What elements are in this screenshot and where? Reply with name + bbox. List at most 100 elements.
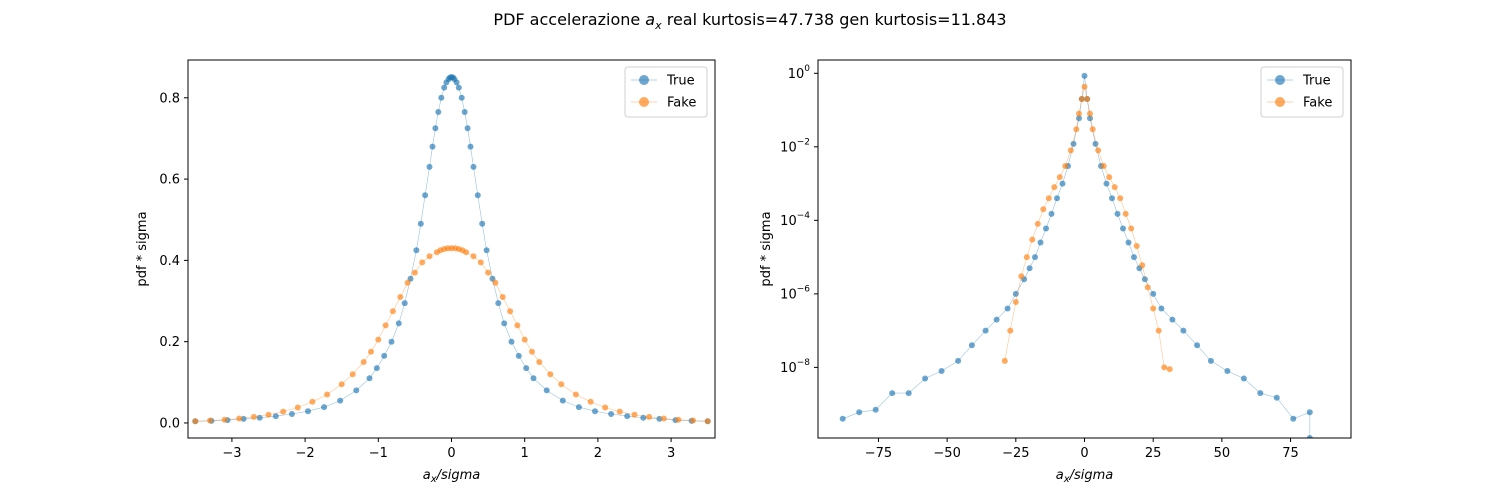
data-point-fake: [1166, 366, 1173, 373]
y-tick-label: 10−8: [780, 358, 810, 376]
data-point-true: [905, 390, 912, 397]
x-axis-label: ax/sigma: [1056, 468, 1114, 485]
y-tick-label: 10−2: [780, 137, 810, 155]
data-point-fake: [1081, 83, 1088, 90]
data-point-fake: [485, 269, 492, 276]
data-point-true: [474, 192, 481, 199]
y-tick-label: 0.4: [159, 254, 180, 269]
data-point-fake: [1073, 126, 1080, 133]
x-tick-label: 50: [1214, 446, 1231, 461]
data-point-fake: [646, 413, 653, 420]
data-point-fake: [1111, 184, 1118, 191]
legend-marker-true: [639, 75, 649, 85]
figure-title: PDF accelerazione ax real kurtosis=47.73…: [493, 10, 1006, 32]
data-point-fake: [1007, 327, 1014, 334]
data-point-true: [458, 94, 465, 101]
data-point-true: [575, 404, 582, 411]
series-line-fake: [1004, 86, 1170, 370]
data-point-fake: [1084, 96, 1091, 102]
data-point-true: [1076, 115, 1082, 122]
x-tick-label: −3: [222, 446, 241, 461]
data-point-fake: [1045, 195, 1052, 202]
data-point-true: [495, 300, 502, 307]
data-point-true: [413, 247, 420, 254]
x-tick-label: 25: [1145, 446, 1162, 461]
data-point-fake: [1095, 147, 1102, 154]
series-fake: [192, 245, 711, 425]
x-tick-label: 0: [1080, 446, 1088, 461]
legend-label-true: True: [666, 74, 695, 89]
figure-title-symbol: a: [645, 10, 655, 29]
data-point-true: [543, 387, 550, 394]
data-point-true: [1120, 225, 1126, 232]
data-point-true: [1114, 210, 1121, 217]
y-axis-label: pdf * sigma: [135, 211, 150, 286]
y-tick-exponent: −8: [797, 358, 811, 368]
data-point-true: [1169, 316, 1176, 323]
data-point-true: [922, 375, 929, 382]
data-point-true: [417, 220, 424, 227]
data-point-true: [624, 413, 631, 420]
data-point-true: [515, 352, 522, 359]
data-point-true: [1180, 327, 1187, 334]
data-point-fake: [338, 381, 345, 388]
y-tick-exponent: −4: [797, 211, 811, 221]
data-point-true: [337, 397, 344, 404]
data-point-fake: [1150, 305, 1157, 312]
data-point-fake: [704, 418, 711, 425]
data-point-fake: [236, 415, 243, 422]
data-point-true: [422, 192, 429, 199]
legend-marker-true: [1275, 75, 1285, 85]
data-point-true: [839, 415, 846, 422]
data-point-true: [1048, 210, 1055, 217]
data-point-true: [1125, 239, 1132, 246]
x-axis-label-symbol: a: [1056, 468, 1064, 483]
data-point-true: [1273, 394, 1280, 401]
data-point-fake: [360, 359, 367, 365]
figure-title-prefix: PDF accelerazione: [493, 10, 645, 29]
data-point-true: [856, 409, 863, 416]
x-tick-label: 1: [521, 446, 529, 461]
data-point-true: [401, 300, 408, 307]
data-point-fake: [419, 259, 426, 266]
data-point-true: [388, 338, 395, 345]
data-point-true: [640, 414, 647, 421]
data-point-true: [559, 397, 566, 404]
data-point-true: [872, 406, 879, 413]
data-point-fake: [382, 322, 389, 329]
data-point-fake: [536, 359, 543, 365]
data-point-fake: [324, 391, 331, 398]
data-point-fake: [1128, 225, 1135, 232]
data-point-true: [889, 390, 896, 397]
data-point-true: [530, 375, 537, 382]
data-point-fake: [616, 408, 623, 415]
figure-title-suffix: real kurtosis=47.738 gen kurtosis=11.843: [662, 10, 1007, 29]
data-point-fake: [463, 249, 470, 256]
data-point-true: [1306, 435, 1313, 438]
data-point-true: [483, 247, 490, 254]
x-tick-label: 3: [667, 446, 675, 461]
data-point-fake: [1051, 184, 1058, 191]
series-line-fake: [195, 247, 708, 422]
data-point-true: [608, 411, 615, 417]
data-point-true: [982, 327, 989, 334]
data-point-true: [467, 143, 474, 150]
data-point-fake: [309, 398, 316, 405]
legend-label-true: True: [1302, 74, 1331, 89]
legend-label-fake: Fake: [1303, 96, 1332, 111]
data-point-true: [1158, 305, 1165, 312]
y-tick-base: 10: [780, 287, 797, 302]
data-point-true: [470, 163, 477, 170]
data-point-fake: [529, 348, 535, 355]
y-tick-base: 10: [780, 214, 797, 229]
data-point-true: [1150, 290, 1157, 297]
data-point-true: [453, 79, 460, 86]
data-point-true: [395, 320, 402, 327]
log-pdf-plot: −75 −50 −25 0 25 50 7510−810−610−410−2100ax/si…: [759, 59, 1352, 485]
data-point-fake: [492, 279, 499, 286]
data-point-true: [1043, 225, 1049, 232]
data-point-fake: [207, 417, 213, 424]
data-point-true: [955, 357, 962, 364]
data-point-fake: [368, 348, 374, 355]
